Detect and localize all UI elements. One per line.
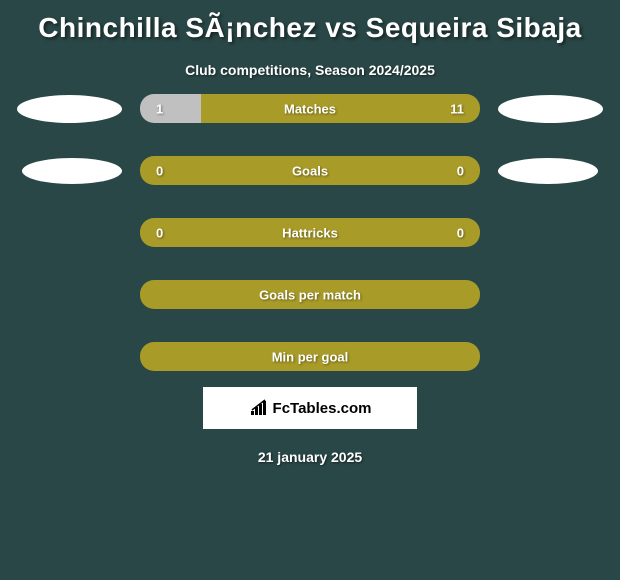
chart-icon [249,399,269,417]
stat-bar-right-fill [201,94,480,123]
spacer [17,219,122,247]
stat-bar-mpg: Min per goal [140,342,480,371]
stat-bar-hattricks: 0 Hattricks 0 [140,218,480,247]
spacer [498,343,603,371]
spacer [498,219,603,247]
stat-row-matches: 1 Matches 11 [0,94,620,123]
stat-right-value: 11 [450,101,464,116]
stat-right-value: 0 [457,225,464,240]
player-left-avatar [17,95,122,123]
spacer [17,281,122,309]
stat-row-min-per-goal: Min per goal [0,342,620,371]
stat-label: Hattricks [282,225,338,240]
stat-right-value: 0 [457,163,464,178]
logo-text: FcTables.com [273,400,372,417]
stat-row-hattricks: 0 Hattricks 0 [0,218,620,247]
spacer [498,281,603,309]
stat-label: Min per goal [272,349,349,364]
stat-left-value: 0 [156,163,163,178]
stat-label: Goals per match [259,287,361,302]
stat-left-value: 1 [156,101,163,116]
stat-row-goals: 0 Goals 0 [0,156,620,185]
stat-label: Matches [284,101,336,116]
date-text: 21 january 2025 [0,449,620,465]
stat-left-value: 0 [156,225,163,240]
stat-bar-goals: 0 Goals 0 [140,156,480,185]
stat-bar-matches: 1 Matches 11 [140,94,480,123]
player-right-avatar [498,158,598,184]
stat-bars-section: 1 Matches 11 0 Goals 0 0 Hattricks 0 [0,78,620,371]
page-title: Chinchilla SÃ¡nchez vs Sequeira Sibaja [0,0,620,44]
spacer [17,343,122,371]
subtitle: Club competitions, Season 2024/2025 [0,62,620,78]
stat-label: Goals [292,163,328,178]
player-right-avatar [498,95,603,123]
stat-bar-left-fill [140,94,201,123]
stat-row-goals-per-match: Goals per match [0,280,620,309]
stat-bar-gpm: Goals per match [140,280,480,309]
logo-box: FcTables.com [203,387,417,429]
player-left-avatar [22,158,122,184]
